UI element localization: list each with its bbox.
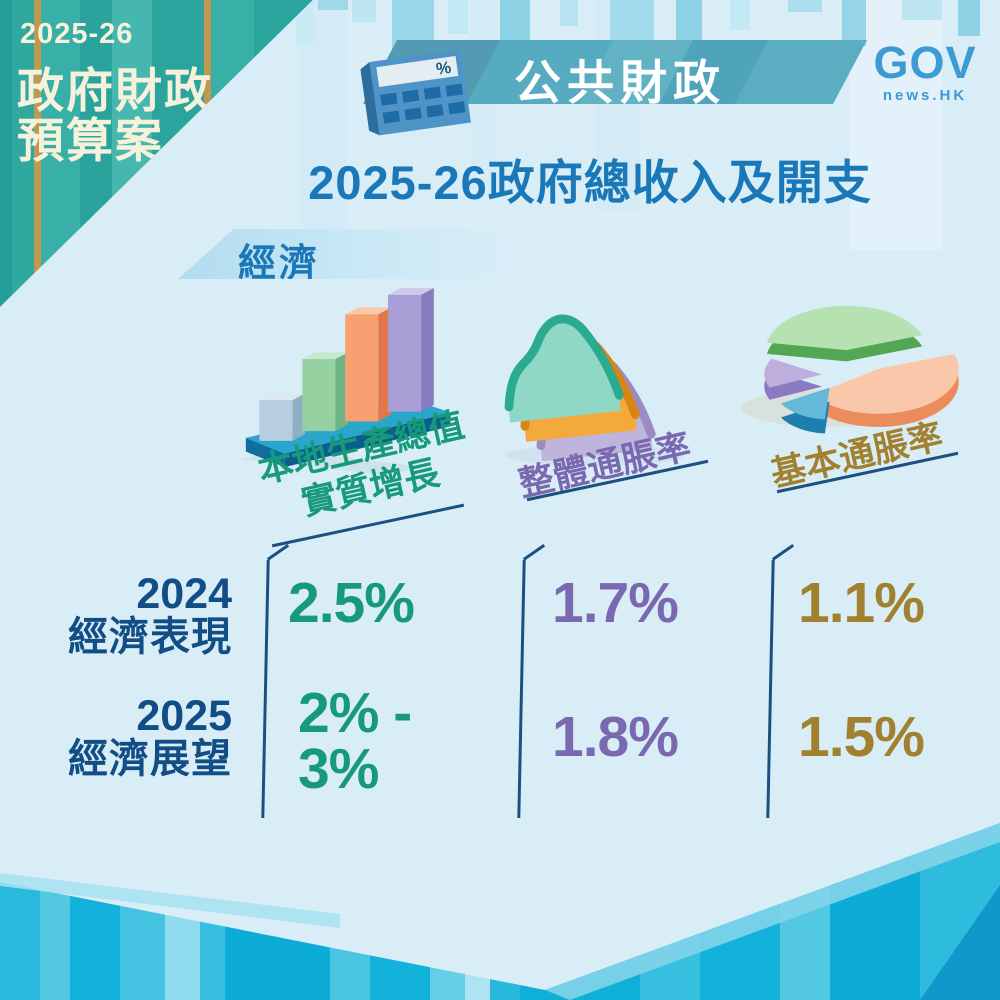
page-title: 2025-26政府總收入及開支	[308, 156, 872, 209]
top-stripe	[842, 0, 866, 46]
value-2025-gdp: 2% - 3%	[298, 681, 412, 801]
row-year: 2024	[136, 570, 232, 618]
brand-year: 2025-26	[20, 18, 134, 50]
row-year: 2025	[136, 692, 232, 740]
area-chart-icon	[504, 314, 685, 467]
row-header-2025: 2025 經濟展望	[40, 694, 232, 780]
section-tag-economy: 經濟	[178, 229, 526, 279]
value-2025-headline: 1.8%	[552, 705, 679, 769]
pie-chart-icon	[741, 305, 959, 434]
top-stripe	[610, 0, 654, 40]
calculator-display: %	[435, 58, 453, 79]
calculator-icon: %	[360, 49, 471, 136]
banner-title: 公共財政	[514, 56, 726, 109]
value-2024-gdp: 2.5%	[288, 571, 415, 635]
top-stripe	[730, 0, 750, 30]
section-tag-label: 經濟	[238, 243, 321, 285]
column-separator	[766, 559, 775, 819]
logo-gov-text: GOV	[873, 37, 977, 88]
value-line: 3%	[298, 736, 379, 801]
brand-title-line2: 預算案	[17, 114, 164, 167]
row-header-2024: 2024 經濟表現	[40, 572, 232, 658]
top-stripe	[318, 0, 348, 10]
column-separator	[261, 559, 270, 819]
row-label: 經濟表現	[68, 614, 232, 659]
value-line: 2% -	[298, 681, 412, 745]
value-2025-underlying: 1.5%	[798, 705, 925, 769]
bar-chart-icon	[241, 287, 451, 475]
top-stripe	[902, 0, 942, 20]
top-stripe	[448, 0, 468, 34]
top-stripe	[560, 0, 578, 26]
column-separator	[517, 559, 526, 819]
top-stripe	[352, 0, 376, 22]
row-label: 經濟展望	[68, 736, 232, 781]
value-2024-underlying: 1.1%	[798, 571, 925, 635]
logo-newshk-text: news.HK	[882, 87, 968, 104]
govnews-logo: GOV news.HK	[858, 40, 992, 104]
top-stripe	[958, 0, 980, 36]
brand-title-line1: 政府財政	[17, 64, 213, 117]
top-stripe	[788, 0, 822, 12]
value-2024-headline: 1.7%	[552, 571, 679, 635]
